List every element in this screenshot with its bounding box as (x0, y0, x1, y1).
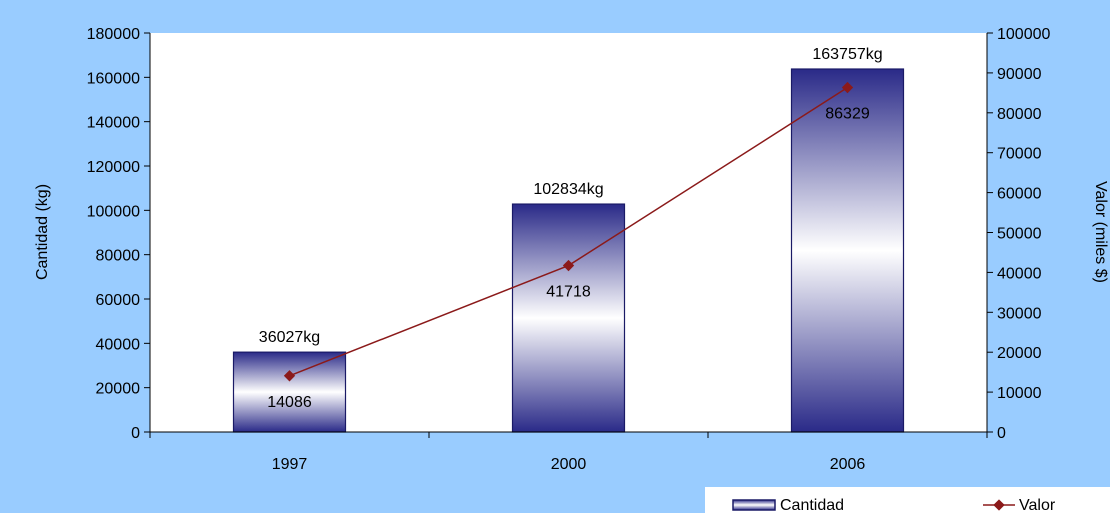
y2-tick-label: 0 (997, 425, 1006, 442)
y-tick-label: 0 (131, 425, 140, 442)
y2-tick-label: 50000 (997, 226, 1042, 243)
data-label-valor: 86329 (825, 106, 870, 123)
legend-swatch-valor-marker (993, 499, 1005, 511)
x-tick-label: 2006 (830, 456, 866, 473)
data-label-cantidad: 163757kg (812, 46, 882, 63)
marker-valor-1997 (283, 370, 296, 382)
bar-cantidad-2000 (511, 203, 626, 433)
y-tick-label: 160000 (87, 70, 140, 87)
bar-cantidad-1997 (232, 351, 347, 433)
y-axis-title: Cantidad (kg) (34, 184, 51, 280)
y2-tick-label: 100000 (997, 26, 1050, 43)
data-label-valor: 41718 (546, 284, 591, 301)
y-tick-label: 60000 (96, 292, 141, 309)
y-tick-label: 80000 (96, 248, 141, 265)
data-label-cantidad: 36027kg (259, 329, 320, 346)
x-tick-label: 2000 (551, 456, 587, 473)
data-label-cantidad: 102834kg (533, 181, 603, 198)
x-tick-label: 1997 (272, 456, 308, 473)
y2-tick-label: 80000 (997, 106, 1042, 123)
y2-tick-label: 40000 (997, 265, 1042, 282)
y2-tick-label: 30000 (997, 305, 1042, 322)
y-tick-label: 140000 (87, 115, 140, 132)
y-tick-label: 120000 (87, 159, 140, 176)
y2-tick-label: 60000 (997, 186, 1042, 203)
y-tick-label: 100000 (87, 203, 140, 220)
y-tick-label: 20000 (96, 381, 141, 398)
bar-cantidad-2006 (790, 68, 905, 433)
legend-swatch-cantidad (732, 499, 776, 511)
y2-tick-label: 90000 (997, 66, 1042, 83)
legend-label-valor: Valor (1019, 497, 1056, 513)
y-tick-label: 40000 (96, 336, 141, 353)
y2-tick-label: 10000 (997, 385, 1042, 402)
legend-label-cantidad: Cantidad (780, 497, 844, 513)
y2-tick-label: 70000 (997, 146, 1042, 163)
y2-axis-title: Valor (miles $) (1092, 181, 1109, 283)
marker-valor-2000 (562, 259, 575, 272)
data-label-valor: 14086 (267, 394, 312, 411)
y-tick-label: 180000 (87, 26, 140, 43)
y2-tick-label: 20000 (997, 345, 1042, 362)
